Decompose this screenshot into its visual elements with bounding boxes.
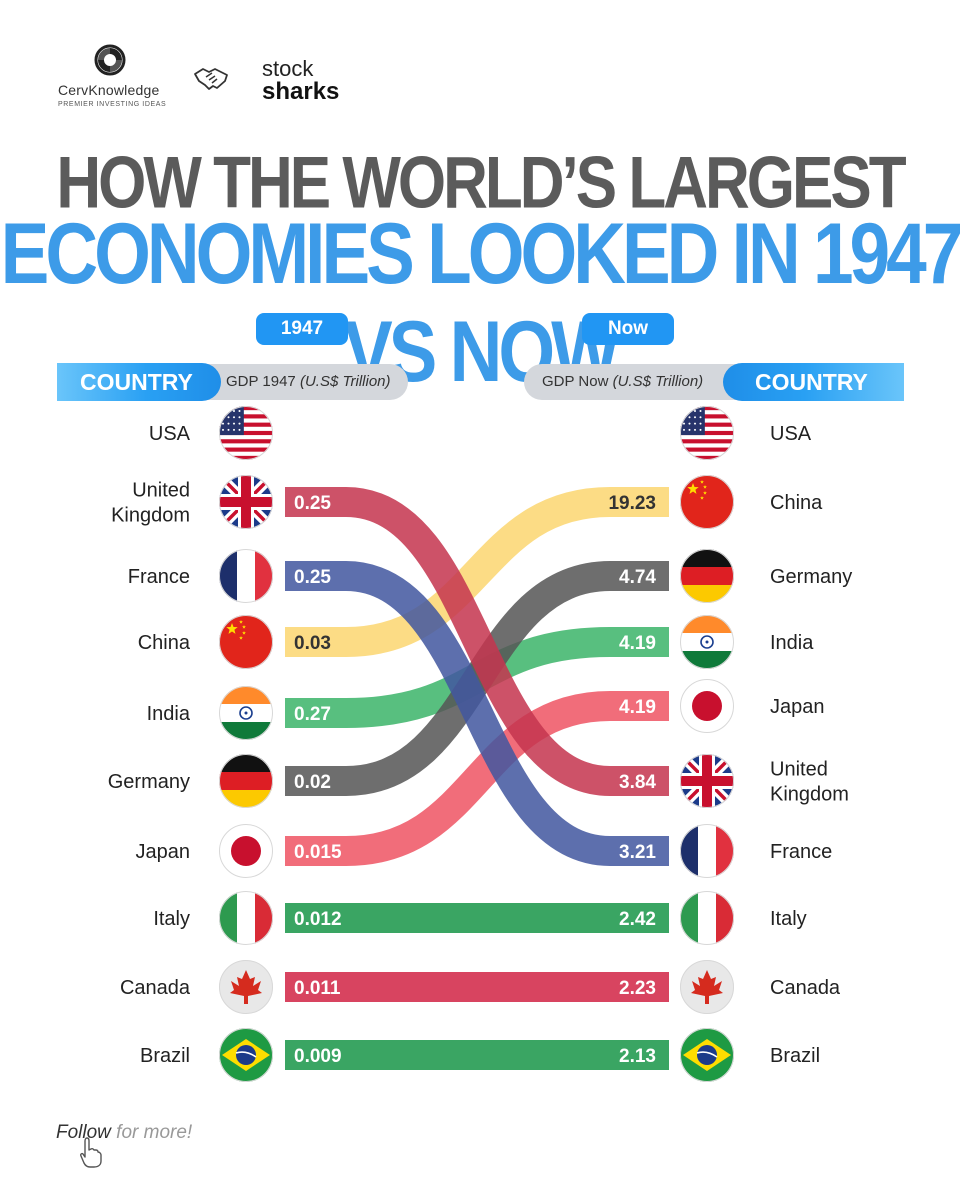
pointing-hand-icon (80, 1137, 102, 1168)
ribbon-germany (285, 561, 669, 796)
italy-flag-right-icon (680, 891, 734, 945)
canada-flag-right-icon (680, 960, 734, 1014)
value-now-china: 19.23 (608, 493, 656, 514)
country-label-right-france: France (770, 841, 832, 863)
country-label-left-india: India (147, 703, 191, 725)
value-now-india: 4.19 (619, 633, 656, 654)
gdp-now-label: GDP Now (542, 373, 609, 390)
partner-name-top: stock (262, 56, 314, 81)
follow-text: Follow (56, 1122, 111, 1143)
value-now-japan: 4.19 (619, 697, 656, 718)
value-now-italy: 2.42 (619, 909, 656, 930)
ribbon-united-kingdom (285, 487, 669, 796)
value-now-germany: 4.74 (619, 567, 656, 588)
country-label-right-united-kingdom: United Kingdom (770, 759, 849, 806)
value-1947-india: 0.27 (294, 704, 331, 725)
brand-tagline: PREMIER INVESTING IDEAS (58, 101, 167, 108)
ribbon-france (285, 561, 669, 866)
partner-name-bottom: sharks (262, 78, 340, 105)
for-more-text: for more! (110, 1122, 193, 1143)
country-label-right-india: India (770, 632, 814, 654)
country-label-right-germany: Germany (770, 566, 852, 588)
value-now-united-kingdom: 3.84 (619, 772, 656, 793)
country-label-right-italy: Italy (770, 908, 807, 930)
value-1947-italy: 0.012 (294, 909, 342, 930)
india-flag-left-icon (219, 686, 273, 740)
country-label-right-brazil: Brazil (770, 1045, 820, 1067)
country-label-right-china: China (770, 492, 823, 514)
swirl-logo-icon (94, 44, 126, 76)
brazil-flag-left-icon (219, 1028, 273, 1082)
china-flag-right-icon (680, 475, 734, 529)
value-1947-usa: 0.25 (294, 424, 331, 445)
value-now-france: 3.21 (619, 842, 656, 863)
japan-flag-left-icon (219, 824, 273, 878)
period-now-pill: Now (582, 313, 674, 345)
brand-name: CervKnowledge (58, 82, 160, 98)
country-label-left-japan: Japan (136, 841, 191, 863)
canada-flag-left-icon (219, 960, 273, 1014)
china-flag-left-icon (219, 615, 273, 669)
brazil-flag-right-icon (680, 1028, 734, 1082)
period-1947-pill: 1947 (256, 313, 348, 345)
country-label-left-germany: Germany (108, 771, 190, 793)
value-1947-brazil: 0.009 (294, 1046, 342, 1067)
value-now-usa: 30.51 (608, 424, 656, 445)
country-label-left-brazil: Brazil (140, 1045, 190, 1067)
germany-flag-left-icon (219, 754, 273, 808)
ribbon-japan (285, 691, 669, 866)
ribbon-china (285, 487, 669, 657)
country-label-right-usa: USA (770, 423, 812, 445)
gdp-now-unit: (U.S$ Trillion) (612, 373, 704, 390)
gdp-1947-label: GDP 1947 (226, 373, 296, 390)
france-flag-left-icon (219, 549, 273, 603)
country-label-left-france: France (128, 566, 190, 588)
handshake-icon (194, 68, 228, 90)
country-label-left-usa: USA (149, 423, 191, 445)
uk-flag-left-icon (219, 475, 273, 529)
country-header-right: COUNTRY (723, 363, 904, 401)
uk-flag-right-icon (680, 754, 734, 808)
value-1947-united-kingdom: 0.25 (294, 493, 331, 514)
value-now-canada: 2.23 (619, 978, 656, 999)
us-flag-left-icon (219, 406, 273, 460)
country-label-left-china: China (138, 632, 191, 654)
value-1947-france: 0.25 (294, 567, 331, 588)
country-label-left-italy: Italy (153, 908, 190, 930)
value-1947-japan: 0.015 (294, 842, 342, 863)
country-label-right-canada: Canada (770, 977, 841, 999)
value-1947-china: 0.03 (294, 633, 331, 654)
country-label-left-united-kingdom: United Kingdom (111, 480, 190, 527)
us-flag-right-icon (680, 406, 734, 460)
india-flag-right-icon (680, 615, 734, 669)
france-flag-right-icon (680, 824, 734, 878)
italy-flag-left-icon (219, 891, 273, 945)
value-1947-canada: 0.011 (294, 978, 341, 999)
country-label-right-japan: Japan (770, 696, 825, 718)
country-label-left-canada: Canada (120, 977, 191, 999)
follow-cta[interactable]: Follow for more! (56, 1122, 192, 1144)
gdp-1947-unit: (U.S$ Trillion) (299, 373, 391, 390)
germany-flag-right-icon (680, 549, 734, 603)
title-line-1: HOW THE WORLD’S LARGEST (56, 142, 906, 225)
value-1947-germany: 0.02 (294, 772, 331, 793)
japan-flag-right-icon (680, 679, 734, 733)
value-now-brazil: 2.13 (619, 1046, 656, 1067)
country-header-left: COUNTRY (57, 363, 221, 401)
